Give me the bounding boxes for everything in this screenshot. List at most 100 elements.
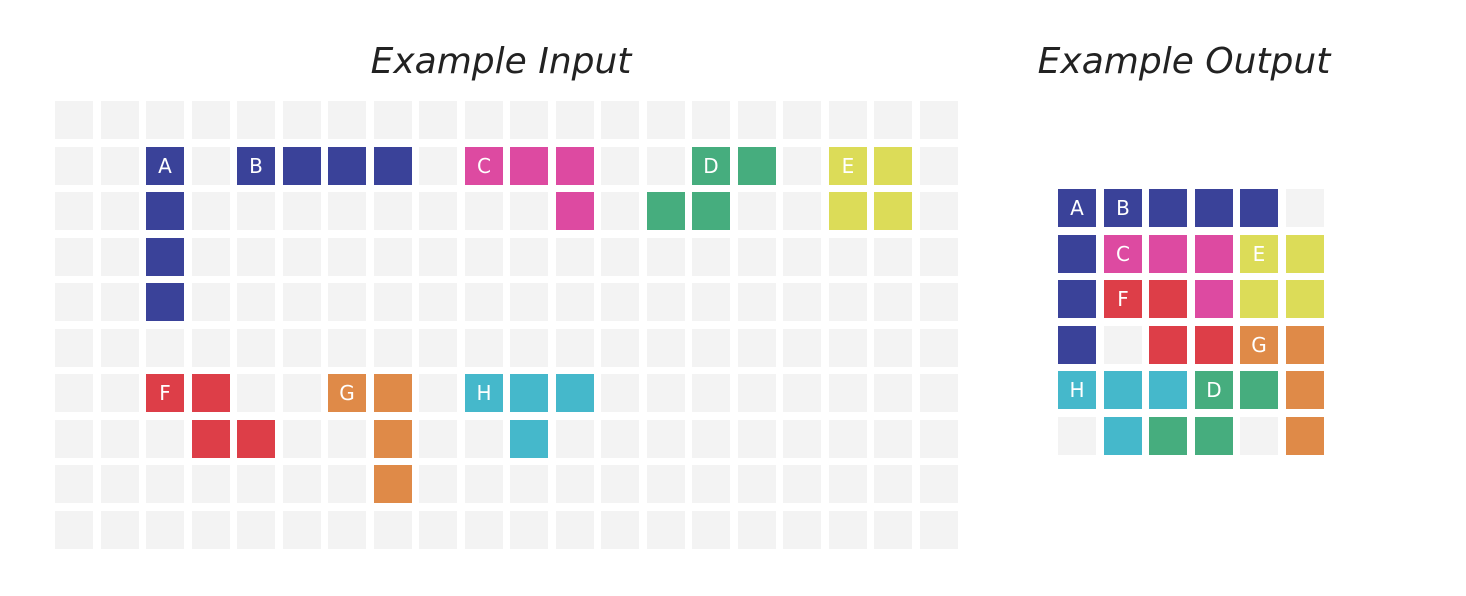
- empty-cell: [920, 101, 958, 139]
- empty-cell: [556, 465, 594, 503]
- empty-cell: [601, 283, 639, 321]
- empty-cell: [738, 192, 776, 230]
- empty-cell: [1286, 189, 1324, 227]
- piece-h-cell: [510, 374, 548, 412]
- piece-a-cell: [1058, 280, 1096, 318]
- empty-cell: [192, 238, 230, 276]
- empty-cell: [465, 511, 503, 549]
- empty-cell: [374, 329, 412, 367]
- empty-cell: [738, 511, 776, 549]
- empty-cell: [738, 283, 776, 321]
- piece-h-cell: H: [1058, 371, 1096, 409]
- empty-cell: [328, 192, 366, 230]
- empty-cell: [783, 374, 821, 412]
- empty-cell: [692, 329, 730, 367]
- empty-cell: [146, 511, 184, 549]
- piece-d-cell: D: [692, 147, 730, 185]
- empty-cell: [419, 420, 457, 458]
- empty-cell: [783, 511, 821, 549]
- empty-cell: [465, 192, 503, 230]
- empty-cell: [829, 238, 867, 276]
- piece-label: F: [1117, 287, 1129, 311]
- empty-cell: [465, 465, 503, 503]
- empty-cell: [738, 420, 776, 458]
- empty-cell: [647, 511, 685, 549]
- piece-h-cell: [1149, 371, 1187, 409]
- piece-b-cell: [283, 147, 321, 185]
- empty-cell: [829, 283, 867, 321]
- piece-g-cell: [374, 374, 412, 412]
- piece-f-cell: [1195, 326, 1233, 364]
- empty-cell: [419, 147, 457, 185]
- empty-cell: [783, 465, 821, 503]
- empty-cell: [510, 101, 548, 139]
- empty-cell: [920, 283, 958, 321]
- piece-label: F: [159, 381, 171, 405]
- piece-label: H: [1069, 378, 1085, 402]
- piece-c-cell: [510, 147, 548, 185]
- empty-cell: [419, 238, 457, 276]
- piece-b-cell: B: [1104, 189, 1142, 227]
- empty-cell: [101, 374, 139, 412]
- empty-cell: [510, 511, 548, 549]
- empty-cell: [419, 329, 457, 367]
- empty-cell: [829, 101, 867, 139]
- empty-cell: [829, 329, 867, 367]
- empty-cell: [101, 420, 139, 458]
- empty-cell: [237, 283, 275, 321]
- piece-b-cell: [374, 147, 412, 185]
- empty-cell: [692, 420, 730, 458]
- empty-cell: [556, 420, 594, 458]
- empty-cell: [647, 465, 685, 503]
- empty-cell: [647, 374, 685, 412]
- empty-cell: [692, 511, 730, 549]
- empty-cell: [55, 147, 93, 185]
- empty-cell: [874, 283, 912, 321]
- empty-cell: [556, 101, 594, 139]
- empty-cell: [783, 283, 821, 321]
- piece-label: B: [1116, 196, 1130, 220]
- piece-label: A: [1070, 196, 1084, 220]
- piece-a-cell: [146, 192, 184, 230]
- empty-cell: [283, 329, 321, 367]
- empty-cell: [783, 147, 821, 185]
- empty-cell: [510, 283, 548, 321]
- empty-cell: [374, 192, 412, 230]
- empty-cell: [55, 420, 93, 458]
- empty-cell: [55, 283, 93, 321]
- piece-c-cell: [1149, 235, 1187, 273]
- piece-label: E: [841, 154, 855, 178]
- empty-cell: [920, 147, 958, 185]
- empty-cell: [601, 329, 639, 367]
- empty-cell: [510, 329, 548, 367]
- empty-cell: [783, 238, 821, 276]
- empty-cell: [55, 238, 93, 276]
- piece-d-cell: [647, 192, 685, 230]
- empty-cell: [556, 511, 594, 549]
- piece-g-cell: [1286, 326, 1324, 364]
- empty-cell: [874, 238, 912, 276]
- empty-cell: [465, 101, 503, 139]
- piece-c-cell: C: [465, 147, 503, 185]
- piece-f-cell: [237, 420, 275, 458]
- empty-cell: [601, 147, 639, 185]
- empty-cell: [283, 420, 321, 458]
- empty-cell: [374, 283, 412, 321]
- piece-c-cell: [556, 147, 594, 185]
- piece-label: C: [1116, 242, 1130, 266]
- empty-cell: [601, 101, 639, 139]
- empty-cell: [146, 101, 184, 139]
- empty-cell: [192, 511, 230, 549]
- empty-cell: [920, 329, 958, 367]
- piece-h-cell: [556, 374, 594, 412]
- empty-cell: [738, 329, 776, 367]
- piece-label: B: [249, 154, 263, 178]
- empty-cell: [328, 283, 366, 321]
- empty-cell: [601, 374, 639, 412]
- empty-cell: [283, 238, 321, 276]
- empty-cell: [783, 101, 821, 139]
- piece-g-cell: G: [1240, 326, 1278, 364]
- piece-c-cell: C: [1104, 235, 1142, 273]
- piece-e-cell: [874, 147, 912, 185]
- empty-cell: [101, 192, 139, 230]
